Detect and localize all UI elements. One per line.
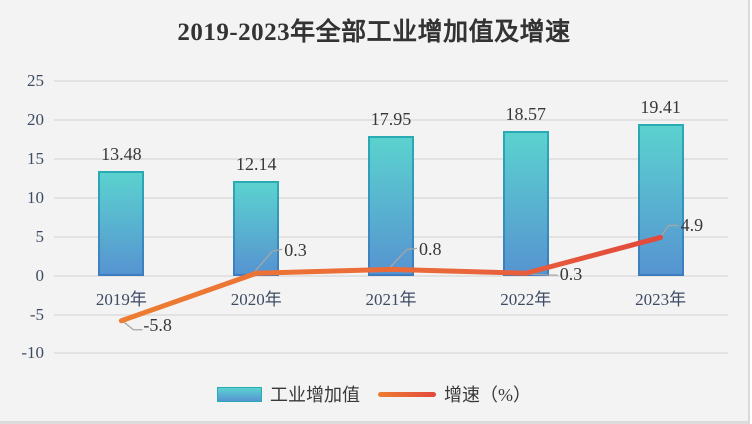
- line-value-label: 0.3: [284, 240, 307, 261]
- gridline: [54, 352, 728, 355]
- bar: [502, 131, 549, 276]
- x-axis-category-label: 2022年: [500, 290, 552, 309]
- bar-value-label: 13.48: [101, 143, 142, 164]
- line-value-label: 4.9: [680, 215, 704, 236]
- y-axis-tick-label: 0: [35, 265, 45, 285]
- bar-value-label: 12.14: [235, 154, 277, 175]
- line-value-label: -5.8: [143, 314, 172, 335]
- bar-value-label: 18.57: [505, 104, 547, 124]
- y-axis-tick-label: 10: [27, 187, 44, 207]
- y-axis-tick-label: -5: [29, 304, 44, 324]
- bar-value-label: 17.95: [370, 108, 412, 129]
- x-axis-category-label: 2023年: [635, 290, 687, 309]
- chart-title: 2019-2023年全部工业增加值及增速: [177, 19, 571, 46]
- y-axis-tick-label: 15: [27, 148, 44, 168]
- bar-value-label: 19.41: [640, 97, 681, 118]
- line-value-label: 0.3: [559, 264, 583, 285]
- x-axis-category-label: 2020年: [230, 290, 282, 309]
- bar: [233, 181, 280, 276]
- legend: 工业增加值 增速（%）: [0, 381, 748, 407]
- legend-line-swatch-icon: [378, 391, 436, 397]
- gridline: [54, 79, 728, 82]
- y-axis-tick-label: 25: [27, 70, 44, 90]
- x-axis-category-label: 2021年: [365, 290, 417, 309]
- label-leader-line: [122, 321, 143, 331]
- line-value-label: 0.8: [419, 239, 442, 260]
- y-axis-tick-label: 5: [35, 226, 45, 246]
- gridline: [54, 118, 728, 121]
- bar: [637, 124, 684, 276]
- legend-bar-label: 工业增加值: [270, 385, 360, 405]
- y-axis-tick-label: -10: [21, 343, 44, 363]
- y-axis-tick-label: 20: [27, 109, 44, 129]
- legend-bar-swatch-icon: [217, 386, 262, 402]
- bar: [98, 170, 145, 276]
- x-axis-category-label: 2019年: [95, 290, 147, 309]
- bar: [368, 135, 414, 276]
- legend-line-label: 增速（%）: [444, 385, 531, 405]
